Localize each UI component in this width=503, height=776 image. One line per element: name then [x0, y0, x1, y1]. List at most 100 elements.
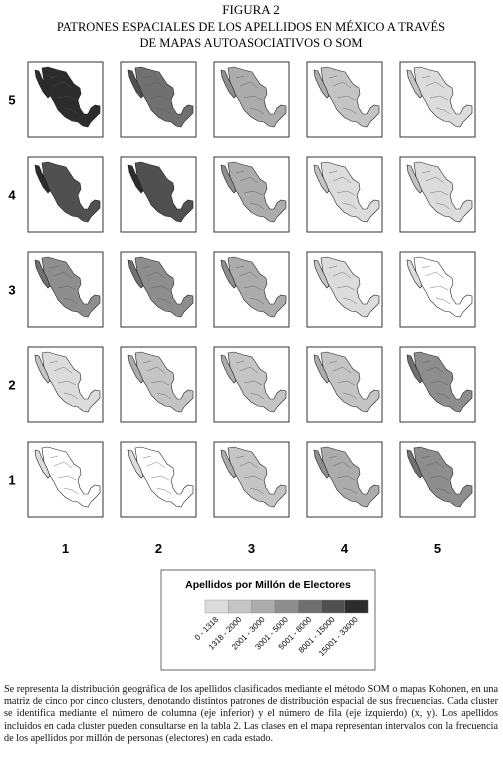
map-mexico [227, 256, 287, 318]
map-states [235, 360, 265, 400]
map-states [421, 75, 451, 115]
map-mexico [134, 66, 194, 128]
map-baja [34, 164, 51, 194]
map-mexico [227, 351, 287, 413]
map-panel [120, 346, 197, 423]
map-panel [27, 251, 104, 328]
map-panel [120, 441, 197, 518]
map-panel [306, 61, 383, 138]
map-states [235, 170, 265, 210]
map-baja [313, 69, 330, 99]
map-mexico [413, 161, 473, 223]
map-baja [34, 449, 51, 479]
map-states [235, 455, 265, 495]
map-baja [313, 164, 330, 194]
map-states [421, 170, 451, 210]
map-baja [313, 449, 330, 479]
map-mexico [413, 256, 473, 318]
map-mexico [320, 256, 380, 318]
map-panel [120, 156, 197, 233]
row-label: 4 [8, 188, 16, 203]
map-states [235, 265, 265, 305]
column-label: 2 [155, 541, 162, 556]
map-mexico [134, 161, 194, 223]
map-panel [27, 61, 104, 138]
figure: FIGURA 2 PATRONES ESPACIALES DE LOS APEL… [8, 2, 476, 671]
map-panel [399, 346, 476, 423]
map-mexico [227, 161, 287, 223]
map-panel [399, 441, 476, 518]
map-baja [34, 354, 51, 384]
map-panel [27, 441, 104, 518]
map-states [142, 265, 172, 305]
map-states [328, 170, 358, 210]
legend-title: Apellidos por Millón de Electores [185, 579, 351, 591]
legend-swatch [298, 599, 322, 614]
map-mexico [227, 66, 287, 128]
row-label: 3 [8, 283, 15, 298]
map-states [142, 455, 172, 495]
map-baja [34, 259, 51, 289]
map-panel [399, 156, 476, 233]
map-mexico [413, 66, 473, 128]
map-panel [120, 251, 197, 328]
map-baja [34, 69, 51, 99]
map-baja [220, 354, 237, 384]
map-mexico [134, 256, 194, 318]
map-baja [127, 164, 144, 194]
map-baja [406, 259, 423, 289]
map-baja [127, 259, 144, 289]
map-states [49, 265, 79, 305]
map-panel [213, 346, 290, 423]
map-states [235, 75, 265, 115]
map-mexico [320, 161, 380, 223]
map-mexico [41, 161, 101, 223]
map-panel [213, 61, 290, 138]
map-baja [406, 69, 423, 99]
map-states [328, 360, 358, 400]
map-panel [27, 346, 104, 423]
map-baja [406, 449, 423, 479]
map-panel [213, 441, 290, 518]
map-mexico [41, 446, 101, 508]
map-panel [213, 251, 290, 328]
map-mexico [413, 446, 473, 508]
figure-label: FIGURA 2 [222, 2, 279, 17]
legend-swatch [228, 599, 252, 614]
legend-swatch [321, 599, 345, 614]
legend-swatch [344, 599, 369, 614]
map-mexico [413, 351, 473, 413]
column-label: 4 [341, 541, 349, 556]
row-label: 1 [8, 473, 15, 488]
map-states [142, 170, 172, 210]
map-mexico [41, 351, 101, 413]
map-baja [406, 164, 423, 194]
row-label: 5 [8, 93, 15, 108]
map-mexico [134, 446, 194, 508]
map-baja [220, 69, 237, 99]
caption: Se representa la distribución geográfica… [4, 684, 498, 744]
map-mexico [134, 351, 194, 413]
map-states [421, 455, 451, 495]
map-baja [313, 259, 330, 289]
map-panel [120, 61, 197, 138]
map-panel [399, 251, 476, 328]
map-states [49, 75, 79, 115]
map-baja [220, 164, 237, 194]
map-panel [306, 251, 383, 328]
column-label: 3 [248, 541, 255, 556]
map-baja [127, 354, 144, 384]
figure-title: DE MAPAS AUTOASOCIATIVOS O SOM [140, 36, 363, 50]
map-panel [27, 156, 104, 233]
map-states [328, 75, 358, 115]
figure-title: PATRONES ESPACIALES DE LOS APELLIDOS EN … [57, 20, 445, 34]
map-states [421, 360, 451, 400]
map-panel [399, 61, 476, 138]
column-label: 5 [434, 541, 441, 556]
map-panel [306, 441, 383, 518]
column-label: 1 [62, 541, 69, 556]
map-panel [306, 346, 383, 423]
map-mexico [227, 446, 287, 508]
map-baja [406, 354, 423, 384]
